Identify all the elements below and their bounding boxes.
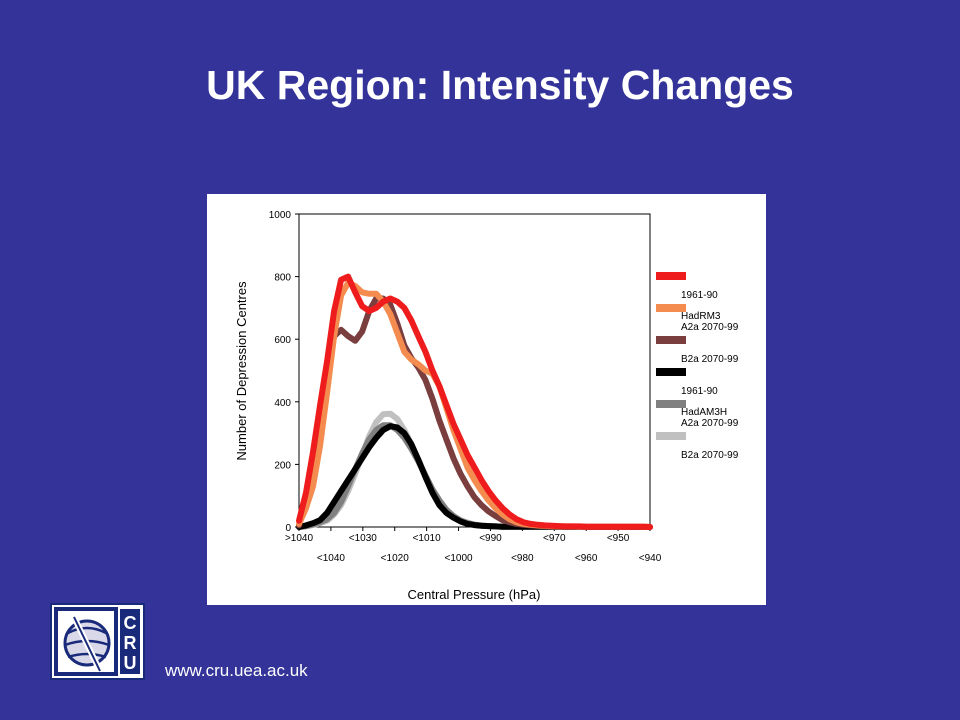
x-tick-label: <950 xyxy=(607,533,630,544)
x-tick-label: <1010 xyxy=(413,533,442,544)
x-axis-label: Central Pressure (hPa) xyxy=(408,587,541,602)
legend-swatch xyxy=(656,272,686,280)
y-tick-marks xyxy=(295,213,299,528)
series-line-2 xyxy=(296,279,653,530)
y-tick-label: 800 xyxy=(274,273,291,284)
x-tick-label: <1030 xyxy=(349,533,378,544)
legend-swatch xyxy=(656,432,686,440)
website-url[interactable]: www.cru.uea.ac.uk xyxy=(165,661,308,680)
x-tick-label: <960 xyxy=(575,553,598,564)
y-tick-labels: 0 200 400 600 800 1000 xyxy=(269,210,292,534)
series-line-3 xyxy=(296,295,653,530)
legend-label: 1961-90 xyxy=(681,290,718,301)
series-line-1 xyxy=(296,273,653,530)
x-tick-label: <1020 xyxy=(381,553,410,564)
y-tick-label: 1000 xyxy=(269,210,292,221)
x-tick-label: >1040 xyxy=(285,533,314,544)
legend-label: A2a 2070-99 xyxy=(681,418,739,429)
y-tick-label: 200 xyxy=(274,460,291,471)
legend-group-label: HadRM3 xyxy=(681,311,721,322)
y-tick-label: 600 xyxy=(274,335,291,346)
series-lines xyxy=(296,273,653,530)
x-tick-label: <980 xyxy=(511,553,534,564)
legend-label: B2a 2070-99 xyxy=(681,354,739,365)
x-tick-labels: >1040<1040<1030<1020<1010<1000 <990 <980 <9… xyxy=(285,533,662,564)
y-tick-label: 0 xyxy=(285,523,291,534)
legend-group-label: HadAM3H xyxy=(681,407,727,418)
legend-label: A2a 2070-99 xyxy=(681,322,739,333)
x-tick-label: <1000 xyxy=(444,553,473,564)
legend-swatch xyxy=(656,304,686,312)
legend-swatch xyxy=(656,368,686,376)
slide-title: UK Region: Intensity Changes xyxy=(206,62,794,108)
x-tick-label: <1040 xyxy=(317,553,346,564)
x-tick-label: <970 xyxy=(543,533,566,544)
legend-label: B2a 2070-99 xyxy=(681,450,739,461)
legend-swatch xyxy=(656,400,686,408)
legend-label: 1961-90 xyxy=(681,386,718,397)
chart-panel: 0 200 400 600 800 1000 >1040 <1040 <1030 <1020 <1… xyxy=(207,194,766,605)
x-tick-label: <940 xyxy=(639,553,662,564)
y-tick-label: 400 xyxy=(274,398,291,409)
x-tick-label: <990 xyxy=(479,533,502,544)
y-axis-label: Number of Depression Centres xyxy=(234,281,249,461)
legend-swatch xyxy=(656,336,686,344)
